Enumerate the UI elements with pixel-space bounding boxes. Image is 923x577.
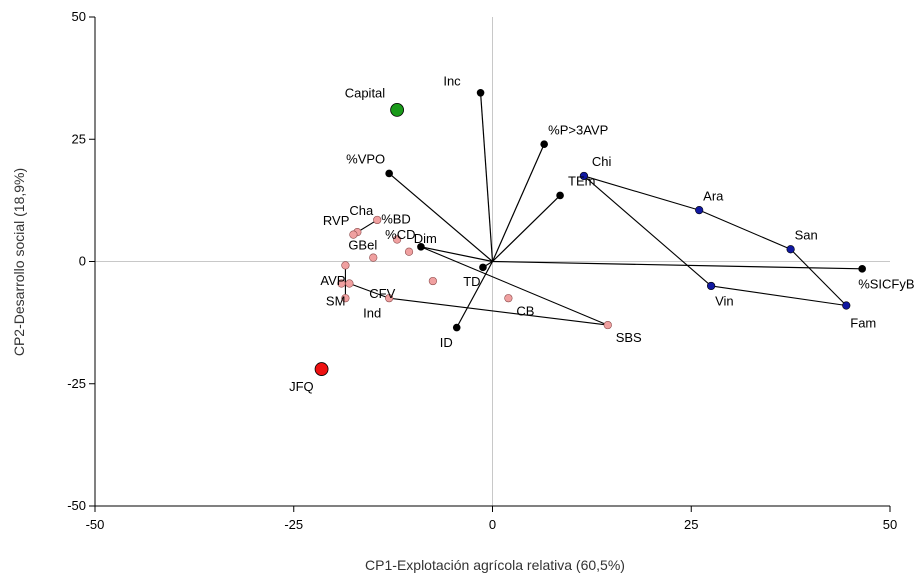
x-tick-label: 0 <box>489 517 496 532</box>
axes: -50 -25 0 25 50 -50 -25 0 25 50 <box>67 9 897 532</box>
blue-point <box>707 281 716 291</box>
y-tick-label: -50 <box>67 498 86 513</box>
pink-point <box>504 294 513 303</box>
blue-point <box>842 301 851 310</box>
pink-point <box>345 279 354 288</box>
pink-point-label: RVP <box>323 213 350 228</box>
y-axis-label: CP2-Desarrollo social (18,9%) <box>11 168 27 356</box>
blue-point-label: Fam <box>850 316 876 331</box>
blue-point-label: San <box>795 227 818 242</box>
pink-point <box>373 215 382 225</box>
variable-label: %SICFyB <box>858 276 914 291</box>
y-tick-label: 0 <box>79 254 86 269</box>
connector-line <box>583 175 712 287</box>
variable-label: Inc <box>443 73 461 88</box>
x-tick-label: 25 <box>684 517 698 532</box>
blue-point <box>579 171 589 181</box>
connector-line <box>349 282 390 299</box>
pink-point-label: %BD <box>381 211 411 226</box>
y-tick-label: -25 <box>67 376 86 391</box>
connector-line <box>790 248 847 306</box>
blue-point-label: Ara <box>703 188 724 203</box>
pink-point-label: GBel <box>348 237 377 252</box>
variable-point <box>556 191 564 200</box>
pink-point <box>341 261 350 270</box>
pink-point <box>349 230 358 239</box>
y-tick-label: 25 <box>72 131 86 146</box>
variable-vector <box>479 92 494 262</box>
pink-point <box>369 253 378 262</box>
variable-label: Dim <box>414 231 437 246</box>
blue-point-label: Vin <box>715 294 734 309</box>
variable-vector <box>388 173 493 262</box>
connector-line <box>698 209 791 250</box>
point-labels: Inc %P>3AVP %VPO TEm Dim TD ID %SICFyB Chi Ara San… <box>289 73 914 394</box>
variable-vector <box>492 260 863 270</box>
pink-point <box>428 276 437 286</box>
connector-line <box>583 175 700 211</box>
blue-point-label: Chi <box>592 154 612 169</box>
pink-point-label: Cha <box>349 203 374 218</box>
pink-point <box>337 279 346 288</box>
pink-point-label: CFV <box>369 286 395 301</box>
y-tick-label: 50 <box>72 9 86 24</box>
variable-vector <box>456 261 494 328</box>
variable-vector <box>420 246 493 263</box>
variable-label: %P>3AVP <box>548 122 608 137</box>
variable-label: %VPO <box>346 152 385 167</box>
blue-point <box>695 206 704 215</box>
x-tick-label: 50 <box>883 517 897 532</box>
connector-line <box>389 297 608 326</box>
highlight-label: JFQ <box>289 379 314 394</box>
variable-vector <box>492 195 561 262</box>
connector-line <box>420 246 608 326</box>
pink-point <box>385 294 394 303</box>
connector-lines <box>344 175 847 326</box>
highlight-point <box>390 103 405 117</box>
pink-point <box>404 247 414 256</box>
x-tick-label: -50 <box>86 517 105 532</box>
variable-point <box>858 265 866 273</box>
variable-point <box>385 169 393 178</box>
variable-label: ID <box>440 335 453 350</box>
variable-label: TEm <box>568 174 595 189</box>
pink-point <box>603 320 612 330</box>
x-axis-label: CP1-Explotación agrícola relativa (60,5%… <box>365 557 625 573</box>
variable-point <box>476 88 485 97</box>
pink-point-label: SBS <box>616 330 642 345</box>
blue-point <box>786 245 795 254</box>
variable-point <box>540 140 548 148</box>
variable-point <box>452 323 461 332</box>
highlight-point <box>314 362 329 376</box>
variable-label: TD <box>463 274 480 289</box>
pink-point-label: AVP <box>320 273 345 288</box>
x-tick-label: -25 <box>284 517 303 532</box>
pink-point <box>341 294 350 303</box>
variable-vectors <box>388 92 863 328</box>
variable-point <box>479 263 487 272</box>
pink-point-label: CB <box>516 303 534 318</box>
data-points <box>314 88 866 376</box>
highlight-label: Capital <box>345 86 386 101</box>
pink-point-label: Ind <box>363 306 381 321</box>
variable-point <box>417 243 425 251</box>
pink-point-label: %CD <box>385 227 415 242</box>
pink-point-label: SM <box>326 294 346 309</box>
connector-line <box>711 285 847 307</box>
variable-vector <box>491 143 545 262</box>
pink-point <box>393 235 402 244</box>
